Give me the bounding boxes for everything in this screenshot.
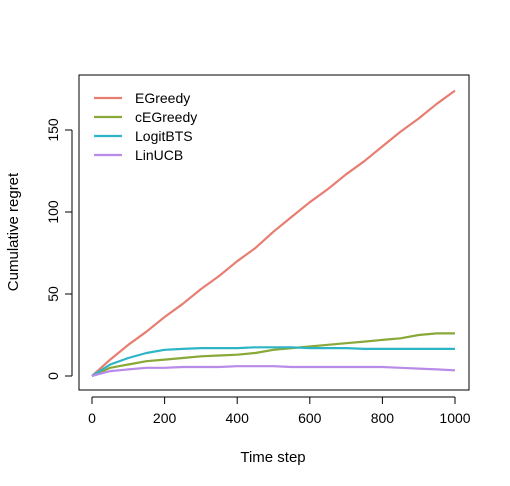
series-line-egreedy	[91, 89, 456, 377]
x-tick-label: 1000	[439, 410, 470, 426]
x-axis: 0 200 400 600 800 1000	[88, 396, 471, 426]
x-tick-label: 200	[153, 410, 177, 426]
x-tick-label: 600	[298, 410, 322, 426]
x-tick-label: 800	[371, 410, 395, 426]
x-axis-title: Time step	[240, 449, 305, 466]
legend-label-logitbts: LogitBTS	[135, 128, 193, 144]
series-line-linucb	[91, 365, 456, 378]
y-axis: 0 50 100 150	[45, 118, 73, 380]
y-tick-label: 100	[45, 200, 61, 224]
plot-frame	[78, 74, 470, 391]
x-tick-label: 0	[88, 410, 96, 426]
legend-label-cegreedy: cEGreedy	[135, 109, 197, 125]
legend-label-egreedy: EGreedy	[135, 90, 190, 106]
series-lines	[91, 89, 456, 378]
y-tick-label: 50	[45, 286, 61, 302]
y-tick-label: 0	[45, 372, 61, 380]
legend-label-linucb: LinUCB	[135, 147, 183, 163]
series-line-logitbts	[91, 346, 455, 377]
series-line-cegreedy	[91, 332, 455, 378]
y-axis-title: Cumulative regret	[5, 172, 22, 291]
legend: EGreedy cEGreedy LogitBTS LinUCB	[94, 90, 197, 163]
x-tick-label: 400	[226, 410, 250, 426]
y-tick-label: 150	[45, 118, 61, 142]
